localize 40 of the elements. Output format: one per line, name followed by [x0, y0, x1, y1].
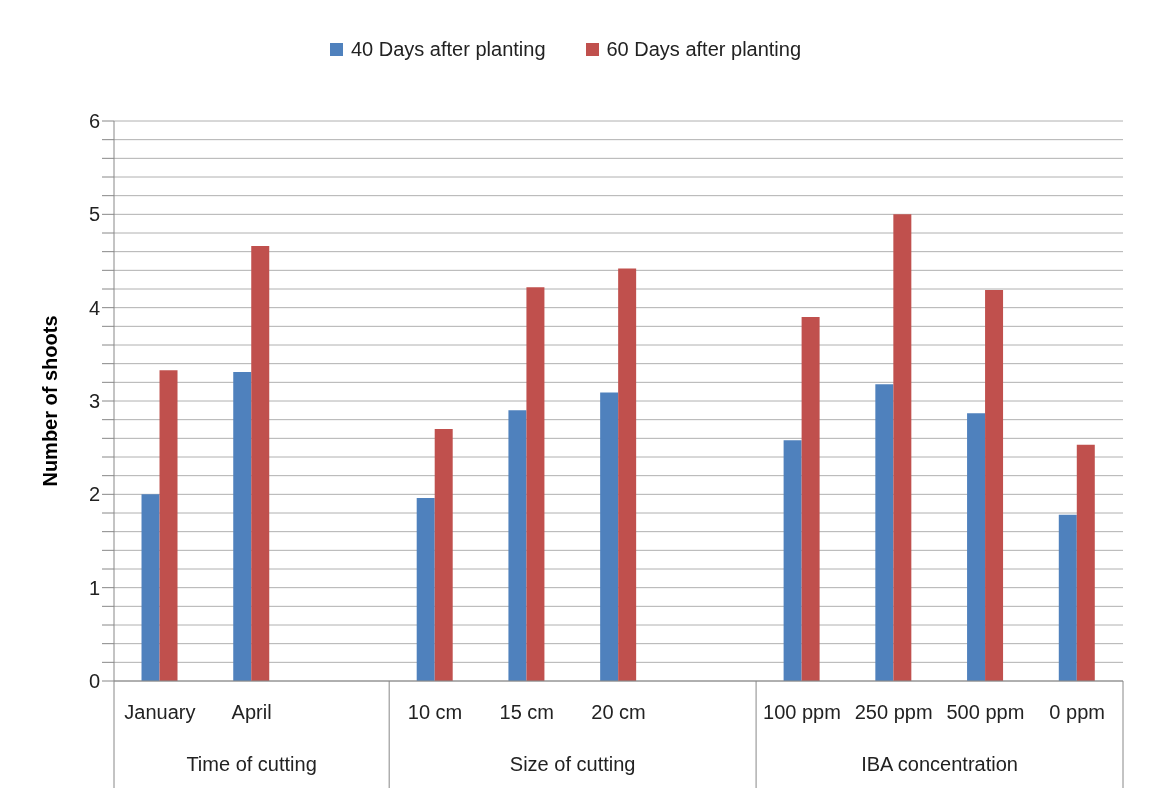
x-tick-label: 500 ppm	[946, 701, 1025, 723]
y-tick-label: 5	[88, 203, 100, 226]
y-axis-title: Number of shoots	[39, 315, 62, 487]
bar	[967, 413, 986, 681]
x-tick-label: 20 cm	[591, 701, 646, 723]
y-tick-label: 1	[88, 576, 100, 599]
x-tick-label: 100 ppm	[763, 701, 841, 723]
text: IBA concentration	[861, 753, 1018, 775]
bar	[1076, 444, 1095, 681]
bar	[985, 289, 1004, 681]
bar	[893, 214, 912, 681]
x-tick-label: 0 ppm	[1049, 701, 1105, 723]
bar	[526, 287, 545, 681]
bar	[783, 440, 802, 681]
x-tick-label: 10 cm	[407, 701, 463, 723]
y-tick-label: 6	[88, 110, 100, 133]
bar	[508, 410, 527, 681]
x-tick-label: 250 ppm	[854, 701, 933, 723]
text: Time of cutting	[186, 753, 317, 775]
bar	[416, 498, 435, 681]
y-tick-label: 3	[88, 390, 100, 413]
bar	[434, 429, 453, 681]
bar	[233, 372, 252, 681]
legend-label: 40 Days after planting	[349, 38, 546, 61]
x-tick-label: January	[124, 701, 196, 723]
bar	[141, 494, 160, 681]
bar	[875, 384, 894, 681]
bar	[1058, 514, 1077, 681]
bar	[251, 246, 270, 681]
y-tick-label: 4	[88, 296, 100, 319]
x-tick-label: April	[231, 701, 272, 723]
bar	[600, 392, 619, 681]
bar	[159, 370, 178, 681]
y-tick-label: 2	[88, 483, 100, 506]
legend-label: 60 Days after planting	[605, 38, 802, 61]
bar	[801, 317, 820, 681]
y-tick-label: 0	[88, 670, 100, 693]
bar	[618, 268, 637, 681]
text: Size of cutting	[509, 753, 636, 775]
x-tick-label: 15 cm	[499, 701, 555, 723]
